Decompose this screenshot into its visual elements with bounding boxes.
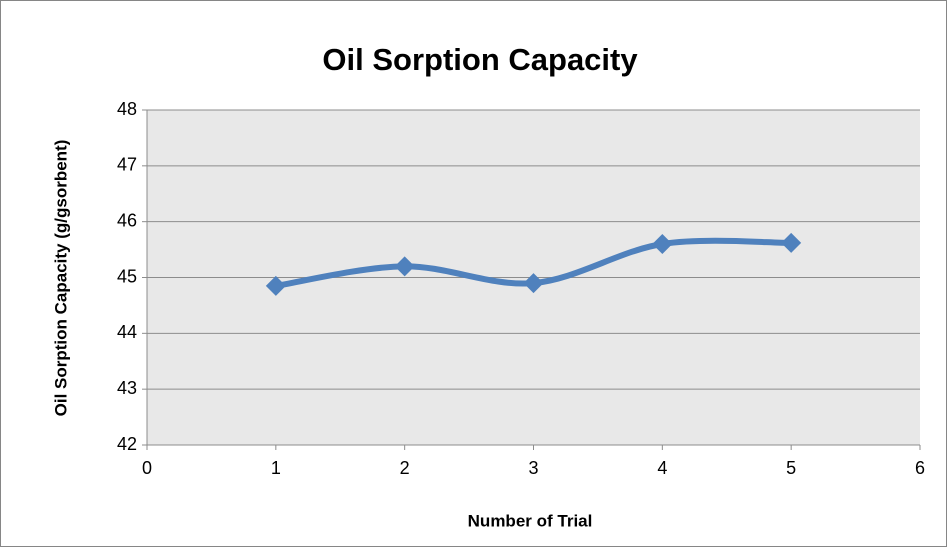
x-tick-label: 1: [271, 458, 281, 478]
chart-title: Oil Sorption Capacity: [322, 42, 638, 77]
y-tick-label: 46: [117, 210, 137, 230]
marker: [394, 256, 415, 277]
x-tick-label: 2: [400, 458, 410, 478]
y-tick-label: 48: [117, 99, 137, 119]
y-tick-label: 47: [117, 155, 137, 175]
marker: [265, 275, 286, 296]
marker: [781, 232, 802, 253]
y-axis-label: Oil Sorption Capacity (g/gsorbent): [51, 140, 70, 417]
x-tick-label: 3: [528, 458, 538, 478]
y-tick-label: 45: [117, 266, 137, 286]
marker: [523, 273, 544, 294]
y-tick-label: 44: [117, 322, 137, 342]
marker: [652, 234, 673, 254]
x-tick-label: 0: [142, 458, 152, 478]
x-tick-label: 5: [786, 458, 796, 478]
x-axis-label: Number of Trial: [468, 511, 593, 530]
y-tick-label: 42: [117, 434, 137, 454]
x-tick-label: 6: [915, 458, 925, 478]
y-tick-label: 43: [117, 378, 137, 398]
x-tick-label: 4: [657, 458, 667, 478]
